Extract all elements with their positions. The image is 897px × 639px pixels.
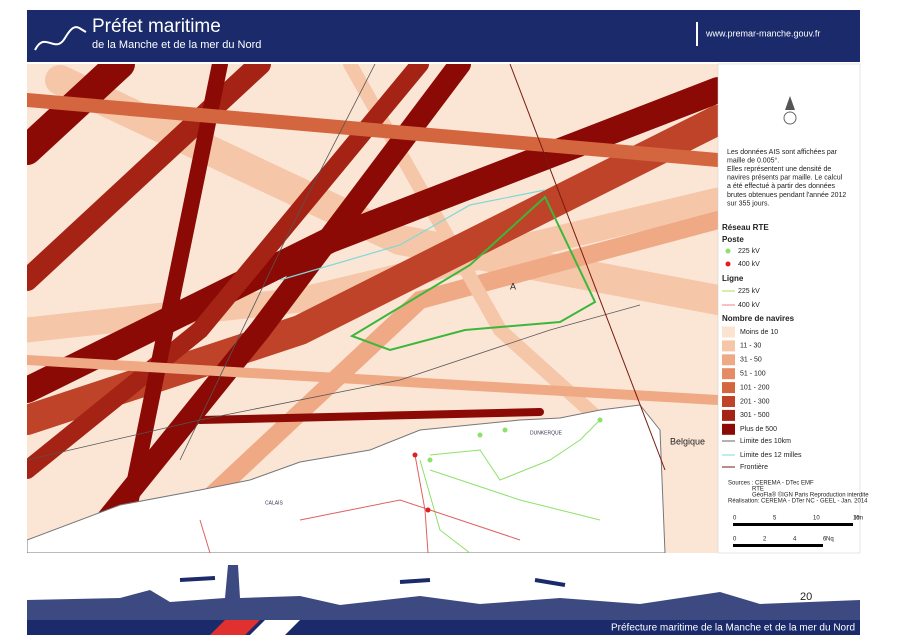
legend-label: 301 - 500 (740, 412, 770, 419)
scale-label: 2 (763, 537, 767, 543)
map (27, 64, 718, 553)
scale-label: 6 (823, 537, 827, 543)
footer-stripe (210, 620, 260, 635)
city-label: DUNKERQUE (530, 430, 563, 436)
legend-swatch (722, 423, 735, 435)
legend-label: 31 - 50 (740, 357, 762, 364)
zone-label: A (510, 281, 516, 291)
legend-swatch (722, 326, 735, 338)
footer-text: Préfecture maritime de la Manche et de l… (611, 623, 855, 634)
scale-bar (733, 523, 853, 526)
legend-label: Plus de 500 (740, 426, 777, 433)
header-title: Préfet maritime (92, 16, 221, 37)
legend-label: 201 - 300 (740, 398, 770, 405)
scale-bar (733, 544, 823, 547)
legend-swatch (722, 340, 735, 352)
legend (717, 63, 861, 554)
legend-label: 225 kV (738, 288, 760, 295)
legend-label: 51 - 100 (740, 371, 766, 378)
legend-swatch (722, 396, 735, 407)
legend-label: 400 kV (738, 302, 760, 309)
legend-note: navires présents par maille. Le calcul (727, 175, 843, 182)
footer-silhouette (27, 565, 860, 620)
legend-subtitle: Poste (722, 235, 744, 244)
north-arrow (783, 111, 797, 125)
legend-swatch (722, 368, 735, 380)
legend-note: sur 355 jours. (727, 200, 769, 207)
footer-silhouette (179, 576, 566, 587)
legend-label: Frontière (740, 464, 768, 471)
legend-note: Elles représentent une densité de (727, 166, 831, 173)
scale-label: 15 (853, 516, 860, 522)
page-number: 20 (800, 591, 812, 603)
logo (34, 26, 87, 51)
legend-title: Réseau RTE (722, 223, 769, 232)
legend-label: 400 kV (738, 261, 760, 268)
legend-note: brutes obtenues pendant l'année 2012 (727, 192, 846, 199)
legend-symbol (725, 248, 731, 254)
legend-swatch (722, 382, 735, 394)
north-arrow (785, 96, 795, 110)
legend-label: 225 kV (738, 248, 760, 255)
scale-label: 10 (813, 516, 820, 522)
scale-label: Nq (826, 537, 834, 543)
legend-label: 101 - 200 (740, 384, 770, 391)
header-url: www.premar-manche.gouv.fr (705, 28, 820, 38)
legend-note: Les données AIS sont affichées par (727, 149, 838, 156)
scale-label: 4 (793, 537, 797, 543)
legend-note: maille de 0.005°. (727, 156, 779, 164)
legend-label: Moins de 10 (740, 329, 778, 336)
source-text: RTE (752, 487, 764, 493)
header-subtitle: de la Manche et de la mer du Nord (92, 39, 261, 51)
scale-label: 0 (733, 537, 737, 543)
legend-subtitle: Ligne (722, 274, 744, 283)
country-label: Belgique (670, 436, 705, 446)
city-label: CALAIS (265, 500, 283, 506)
legend-swatch (722, 409, 735, 421)
header-band (27, 10, 860, 62)
legend-label: Limite des 10km (740, 438, 791, 445)
scale-label: km (855, 516, 863, 522)
legend-label: 11 - 30 (740, 343, 761, 350)
scale-label: 0 (733, 516, 737, 522)
source-text: Réalisation: CEREMA - DTer NC - GEEL - J… (728, 499, 868, 505)
footer-stripe (250, 620, 300, 635)
source-text: Sources : CEREMA - DTec EMF (728, 481, 814, 487)
legend-label: Limite des 12 milles (740, 452, 802, 459)
source-text: GéoFla® ©IGN Paris Reproduction interdit… (752, 492, 869, 499)
legend-note: a été effectué à partir des données (727, 183, 836, 190)
scale-label: 5 (773, 516, 777, 522)
legend-symbol (725, 261, 731, 267)
legend-swatch (722, 354, 735, 366)
legend-title: Nombre de navires (722, 314, 795, 323)
